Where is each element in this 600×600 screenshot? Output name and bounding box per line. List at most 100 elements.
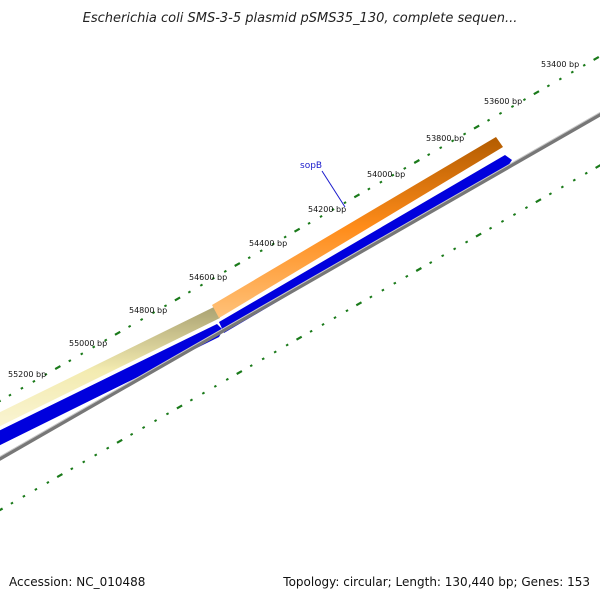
tick-mark (524, 206, 528, 210)
tick-mark (413, 159, 420, 164)
tick-mark (333, 316, 337, 320)
tick-mark (369, 295, 373, 299)
tick-mark (533, 90, 540, 96)
tick-mark (403, 166, 407, 170)
tick-mark (548, 192, 553, 196)
tick-mark (309, 329, 313, 333)
tick-mark (128, 324, 132, 328)
tick-mark (439, 146, 443, 150)
tick-mark (343, 201, 347, 205)
tick-mark (595, 164, 600, 169)
tick-mark (295, 335, 303, 341)
tick-mark (261, 357, 265, 361)
tick-mark (321, 322, 325, 326)
tick-mark (572, 178, 576, 182)
tick-mark (367, 187, 371, 191)
map-title: Escherichia coli SMS-3-5 plasmid pSMS35_… (82, 11, 518, 26)
tick-mark (54, 365, 61, 371)
tick-mark (451, 139, 455, 143)
tick-mark (187, 290, 192, 294)
tick-mark (355, 301, 363, 307)
tick-mark (56, 473, 63, 479)
tick-mark (92, 345, 96, 349)
tick-mark (486, 118, 491, 122)
tick-mark (8, 393, 12, 397)
tick-mark (70, 467, 74, 471)
sequence-backbone (0, 112, 600, 461)
tick-mark (453, 247, 457, 251)
tick-mark (247, 256, 251, 260)
tick-mark (381, 288, 385, 292)
tick-label-53800: 53800 bp (426, 134, 464, 143)
tick-mark (20, 386, 24, 390)
tick-mark (593, 55, 600, 61)
tick-mark (201, 391, 206, 395)
tick-mark (510, 105, 515, 108)
tick-mark (429, 261, 433, 265)
tick-mark (353, 193, 361, 199)
tick-mark (163, 304, 168, 308)
tick-mark (139, 318, 144, 322)
cds-arrow-left[interactable] (0, 324, 223, 455)
tick-mark (32, 379, 36, 383)
tick-mark (46, 481, 50, 484)
tick-mark (391, 173, 395, 177)
tick-mark (582, 63, 586, 67)
outer-tick-ring (0, 55, 600, 403)
tick-mark (319, 214, 323, 218)
tick-mark (106, 446, 110, 450)
tick-mark (68, 359, 72, 363)
tick-mark (225, 377, 229, 381)
tick-mark (0, 399, 2, 403)
tick-mark (522, 98, 526, 102)
tick-mark (293, 227, 301, 233)
tick-mark (22, 494, 26, 498)
tick-mark (441, 254, 445, 258)
gene-feature-light[interactable] (0, 305, 220, 436)
tick-mark (535, 198, 542, 204)
tick-mark (512, 213, 517, 216)
tick-mark (82, 460, 86, 464)
tick-label-53400: 53400 bp (541, 60, 579, 69)
tick-label-54000: 54000 bp (367, 170, 405, 179)
tick-mark (259, 249, 263, 253)
tick-mark (463, 132, 467, 136)
tick-mark (10, 501, 14, 505)
sequence-backbone-highlight (0, 111, 600, 458)
gene-label-sopB[interactable]: sopB (300, 161, 322, 171)
tick-mark (393, 281, 397, 285)
tick-mark (345, 309, 349, 313)
tick-mark (114, 330, 121, 336)
tick-mark (546, 84, 551, 88)
tick-mark (234, 262, 241, 267)
tick-mark (475, 232, 482, 238)
tick-mark (249, 364, 253, 368)
tick-mark (153, 419, 158, 423)
tick-mark (427, 153, 431, 157)
sopB-leader-line (321, 170, 346, 208)
tick-mark (213, 384, 217, 388)
tick-mark (379, 180, 383, 184)
gene-feature-sopB[interactable] (212, 137, 503, 318)
inner-tick-ring (0, 164, 600, 512)
tick-mark (285, 343, 289, 347)
tick-mark (94, 453, 98, 457)
tick-mark (405, 274, 409, 278)
tick-mark (236, 370, 243, 375)
tick-label-54800: 54800 bp (129, 306, 167, 315)
tick-mark (116, 438, 123, 444)
tick-mark (174, 296, 181, 302)
tick-mark (331, 208, 335, 212)
tick-mark (104, 338, 108, 342)
tick-mark (473, 124, 480, 130)
tick-mark (130, 432, 134, 436)
tick-mark (560, 185, 564, 189)
summary-text: Topology: circular; Length: 130,440 bp; … (283, 575, 590, 589)
tick-mark (570, 70, 574, 74)
tick-mark (223, 269, 227, 273)
tick-label-55200: 55200 bp (8, 370, 46, 379)
tick-label-54400: 54400 bp (249, 239, 287, 248)
tick-mark (465, 240, 469, 244)
tick-mark (141, 426, 146, 430)
